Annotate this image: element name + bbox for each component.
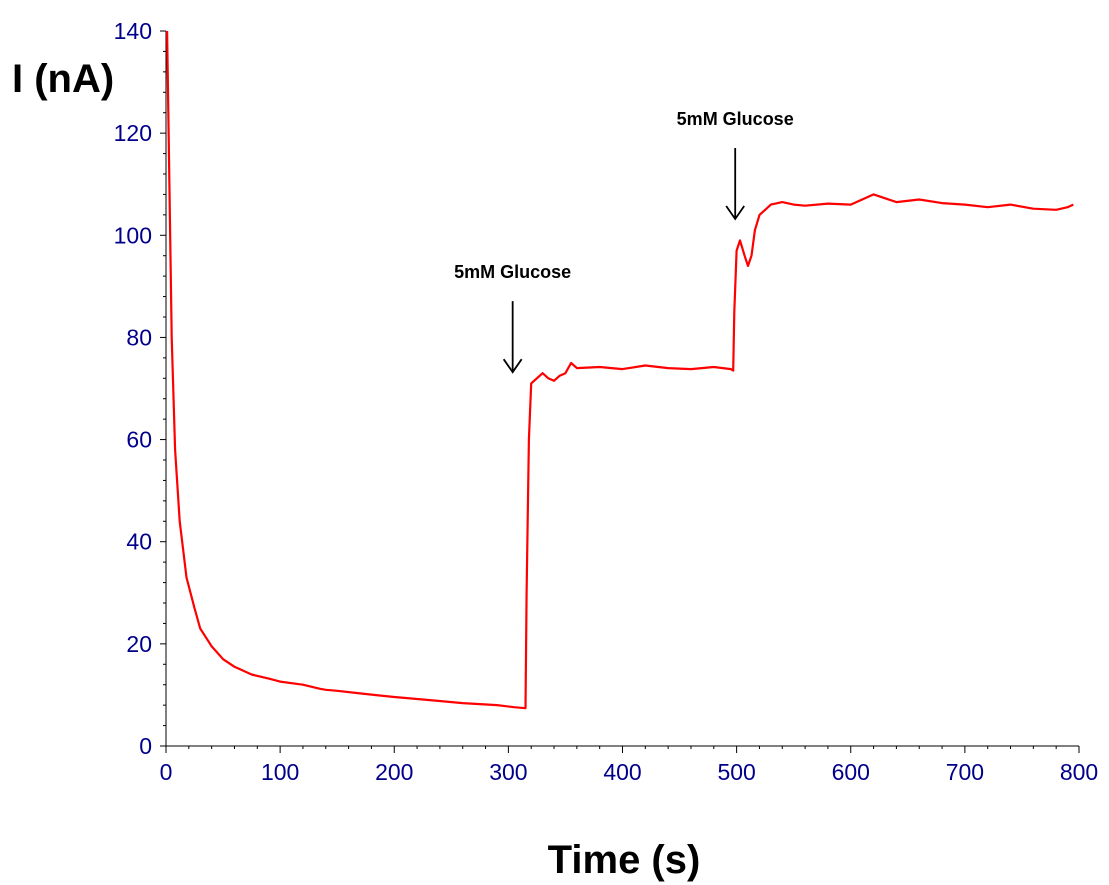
- x-tick-label: 600: [832, 759, 870, 785]
- series-line-0: [166, 30, 1074, 710]
- y-axis-title: I (nA): [12, 57, 114, 101]
- series-layer: [166, 30, 1074, 710]
- axes: 0 20 40 60 80 100 120 140 0 100 200 300 400 500 600 700…: [114, 18, 1099, 785]
- y-tick-label: 0: [139, 733, 152, 759]
- y-tick-label: 120: [114, 120, 152, 146]
- y-tick-label: 40: [126, 529, 152, 555]
- y-tick-label: 80: [126, 324, 152, 350]
- x-axis-title: Time (s): [548, 838, 701, 882]
- annotation-arrow-head: [502, 358, 523, 374]
- x-tick-label: 400: [603, 759, 641, 785]
- x-tick-label: 800: [1060, 759, 1098, 785]
- x-tick-label: 0: [160, 759, 173, 785]
- annotation-arrow-head: [725, 205, 745, 221]
- y-tick-label: 140: [114, 18, 152, 44]
- annotation-label: 5mM Glucose: [677, 109, 794, 129]
- y-tick-label: 60: [126, 427, 152, 453]
- x-tick-label: 100: [261, 759, 299, 785]
- x-tick-label: 700: [946, 759, 984, 785]
- x-tick-label: 500: [717, 759, 755, 785]
- annotations: 5mM Glucose 5mM Glucose: [454, 109, 794, 374]
- annotation-0: 5mM Glucose: [454, 262, 571, 374]
- annotation-1: 5mM Glucose: [677, 109, 794, 221]
- y-tick-label: 20: [126, 631, 152, 657]
- annotation-label: 5mM Glucose: [454, 262, 571, 282]
- y-tick-label: 100: [114, 222, 152, 248]
- x-tick-label: 300: [489, 759, 527, 785]
- x-tick-label: 200: [375, 759, 413, 785]
